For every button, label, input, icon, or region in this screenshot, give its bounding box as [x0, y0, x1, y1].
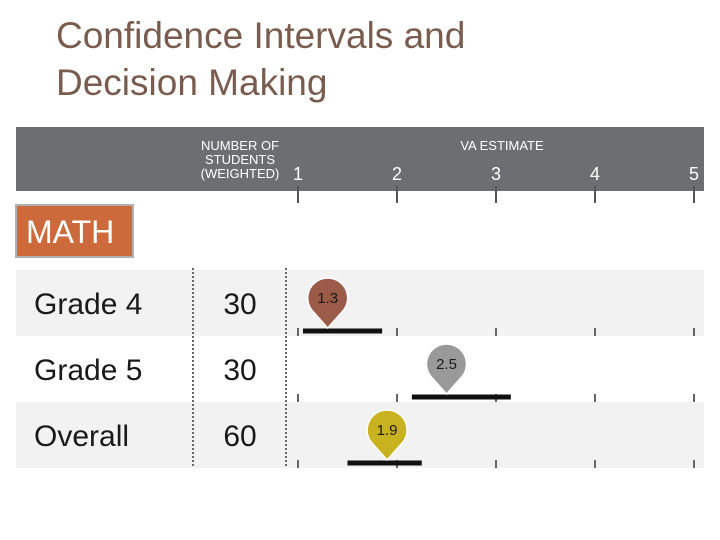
x-tick-label: 4 — [590, 164, 600, 184]
slide-title: Confidence Intervals and Decision Making — [56, 12, 676, 106]
subject-label: MATH — [26, 214, 114, 250]
header-band — [16, 127, 704, 191]
row-band — [16, 270, 704, 336]
va-estimate-header: VA ESTIMATE — [460, 138, 544, 153]
row-label: Grade 5 — [34, 354, 142, 387]
students-header: STUDENTS — [205, 152, 275, 167]
students-header: NUMBER OF — [201, 138, 279, 153]
estimate-marker — [425, 343, 468, 396]
marks-layer: 1.3 2.5 1.9 — [302, 277, 511, 466]
estimate-label: 1.3 — [317, 290, 338, 307]
subject-badge — [15, 204, 134, 258]
row-band — [16, 402, 704, 468]
estimate-marker — [366, 409, 408, 462]
x-tick-label: 3 — [491, 164, 501, 184]
title-line-1: Confidence Intervals and — [56, 15, 466, 56]
row-label: Grade 4 — [34, 288, 142, 321]
estimate-label: 1.9 — [377, 422, 398, 439]
background-layer — [16, 127, 704, 468]
estimate-marker — [307, 277, 349, 330]
row-student-count: 30 — [223, 354, 256, 387]
x-tick-label: 5 — [689, 164, 699, 184]
row-label: Overall — [34, 420, 129, 453]
x-tick-label: 2 — [392, 164, 402, 184]
row-student-count: 30 — [223, 288, 256, 321]
rows-layer: Grade 4 30 Grade 5 30 Overall 60 — [34, 288, 257, 453]
x-tick-label: 1 — [293, 164, 303, 184]
title-line-2: Decision Making — [56, 62, 328, 103]
row-student-count: 60 — [223, 420, 256, 453]
estimate-label: 2.5 — [436, 356, 457, 373]
students-header: (WEIGHTED) — [201, 166, 280, 181]
